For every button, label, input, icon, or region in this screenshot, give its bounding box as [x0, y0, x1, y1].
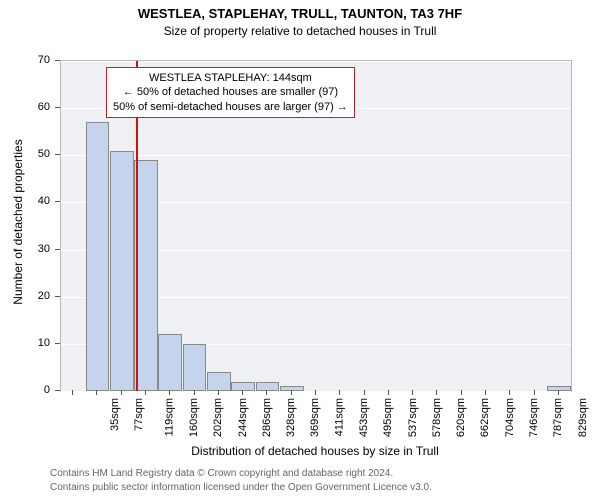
y-tick-label: 50: [0, 148, 50, 160]
footnote-2: Contains public sector information licen…: [50, 482, 432, 493]
chart-container: WESTLEA, STAPLEHAY, TRULL, TAUNTON, TA3 …: [0, 0, 600, 500]
histogram-bar: [158, 334, 182, 391]
x-tick-label: 787sqm: [552, 398, 564, 437]
x-tick-mark: [461, 390, 462, 395]
x-tick-mark: [96, 390, 97, 395]
x-tick-mark: [388, 390, 389, 395]
x-tick-label: 578sqm: [431, 398, 443, 437]
x-tick-label: 746sqm: [528, 398, 540, 437]
x-tick-label: 453sqm: [358, 398, 370, 437]
x-tick-mark: [558, 390, 559, 395]
annotation-box: WESTLEA STAPLEHAY: 144sqm← 50% of detach…: [106, 67, 355, 118]
x-tick-mark: [485, 390, 486, 395]
histogram-bar: [183, 344, 207, 391]
x-tick-label: 244sqm: [237, 398, 249, 437]
footnote-1: Contains HM Land Registry data © Crown c…: [50, 468, 393, 479]
y-tick-label: 20: [0, 290, 50, 302]
x-tick-mark: [509, 390, 510, 395]
x-tick-label: 286sqm: [261, 398, 273, 437]
y-tick-label: 30: [0, 243, 50, 255]
x-tick-label: 704sqm: [504, 398, 516, 437]
x-tick-label: 411sqm: [333, 398, 345, 436]
chart-title: WESTLEA, STAPLEHAY, TRULL, TAUNTON, TA3 …: [0, 6, 600, 21]
y-tick-label: 60: [0, 101, 50, 113]
x-tick-mark: [218, 390, 219, 395]
x-tick-mark: [412, 390, 413, 395]
histogram-bar: [547, 386, 571, 391]
x-tick-label: 620sqm: [455, 398, 467, 437]
x-tick-mark: [121, 390, 122, 395]
x-tick-mark: [339, 390, 340, 395]
annotation-line: ← 50% of detached houses are smaller (97…: [113, 85, 348, 99]
x-tick-mark: [194, 390, 195, 395]
x-tick-mark: [534, 390, 535, 395]
gridline: [61, 391, 571, 392]
x-tick-label: 829sqm: [577, 398, 589, 437]
x-tick-mark: [436, 390, 437, 395]
x-tick-label: 495sqm: [382, 398, 394, 437]
x-tick-label: 662sqm: [480, 398, 492, 437]
histogram-bar: [110, 151, 134, 391]
x-tick-mark: [364, 390, 365, 395]
x-tick-mark: [169, 390, 170, 395]
y-tick-label: 40: [0, 195, 50, 207]
y-tick-label: 0: [0, 384, 50, 396]
histogram-bar: [86, 122, 110, 391]
plot-area: WESTLEA STAPLEHAY: 144sqm← 50% of detach…: [60, 60, 572, 392]
y-axis-label: Number of detached properties: [11, 102, 25, 342]
x-tick-mark: [291, 390, 292, 395]
x-tick-label: 119sqm: [163, 398, 175, 436]
histogram-bar: [207, 372, 231, 391]
x-tick-label: 537sqm: [407, 398, 419, 437]
x-tick-label: 202sqm: [212, 398, 224, 437]
x-tick-label: 35sqm: [109, 398, 121, 431]
x-tick-mark: [266, 390, 267, 395]
annotation-line: WESTLEA STAPLEHAY: 144sqm: [113, 71, 348, 85]
x-tick-label: 160sqm: [188, 398, 200, 437]
x-tick-mark: [72, 390, 73, 395]
x-tick-mark: [242, 390, 243, 395]
x-tick-label: 369sqm: [310, 398, 322, 437]
x-axis-label: Distribution of detached houses by size …: [60, 444, 570, 458]
y-tick-label: 10: [0, 337, 50, 349]
chart-subtitle: Size of property relative to detached ho…: [0, 24, 600, 38]
x-tick-label: 328sqm: [285, 398, 297, 437]
x-tick-label: 77sqm: [133, 398, 145, 431]
x-tick-mark: [145, 390, 146, 395]
y-tick-label: 70: [0, 54, 50, 66]
histogram-bar: [280, 386, 304, 391]
annotation-line: 50% of semi-detached houses are larger (…: [113, 100, 348, 114]
x-tick-mark: [315, 390, 316, 395]
